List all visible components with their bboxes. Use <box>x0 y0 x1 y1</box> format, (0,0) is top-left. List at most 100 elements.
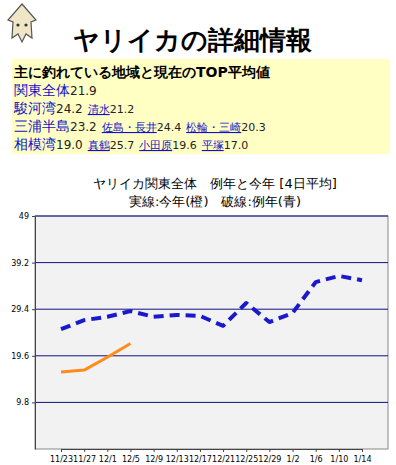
y-tick-label: 19.6 <box>11 352 29 361</box>
y-tick: 19.6 <box>11 352 35 361</box>
chart-title: ヤリイカ関東全体 例年と今年 [4日平均] <box>93 176 337 191</box>
x-axis: 11/2311/2712/112/512/912/1312/1712/2112/… <box>50 449 372 464</box>
region-value: 21.9 <box>70 84 97 98</box>
summary-heading: 主に釣れている地域と現在のTOP平均値 <box>13 64 270 80</box>
region-row: 相模湾19.0 真鶴25.7 小田原19.6 平塚17.0 <box>14 136 248 152</box>
x-tick-label: 12/17 <box>189 455 212 464</box>
summary-box <box>12 59 390 154</box>
x-tick: 12/21 <box>212 449 235 464</box>
y-tick-label: 29.4 <box>11 305 29 314</box>
x-tick-mark <box>154 449 155 452</box>
x-tick-label: 12/21 <box>212 455 235 464</box>
icon-eye <box>24 23 27 26</box>
area-value: 21.2 <box>110 103 135 116</box>
x-tick-mark <box>362 449 363 452</box>
region-row: 駿河湾24.2 清水21.2 <box>13 100 134 116</box>
x-tick: 12/1 <box>99 449 117 464</box>
y-axis-line <box>35 217 36 450</box>
grid-line <box>35 309 388 310</box>
x-tick-label: 1/10 <box>330 455 348 464</box>
region-value: 19.0 <box>56 138 83 152</box>
y-tick-mark <box>32 216 35 217</box>
x-tick-label: 11/27 <box>73 455 96 464</box>
x-tick-label: 11/23 <box>50 455 73 464</box>
x-tick: 1/14 <box>354 449 372 464</box>
x-tick-label: 1/6 <box>310 455 323 464</box>
plot-frame <box>35 216 388 449</box>
icon <box>8 4 36 42</box>
x-tick: 12/13 <box>166 449 189 464</box>
x-tick-mark <box>316 449 317 452</box>
x-tick-label: 12/1 <box>99 455 117 464</box>
region-row: 三浦半島23.2佐島・長井24.4松輪・三崎20.3 <box>14 118 266 134</box>
region-row: 関東全体21.9 <box>14 82 97 98</box>
x-tick-mark <box>200 449 201 452</box>
grid-line <box>35 216 388 217</box>
y-tick: 49 <box>19 212 35 221</box>
region-name: 三浦半島 <box>14 118 70 134</box>
area-value: 19.6 <box>172 139 197 152</box>
x-tick: 12/5 <box>122 449 140 464</box>
y-tick-label: 9.8 <box>16 398 29 407</box>
x-tick-mark <box>61 449 62 452</box>
x-tick: 12/9 <box>145 449 163 464</box>
x-tick: 1/10 <box>330 449 348 464</box>
area-name: 小田原 <box>139 139 172 152</box>
grid-line <box>35 402 388 403</box>
area-value: 25.7 <box>110 139 135 152</box>
x-tick-mark <box>246 449 247 452</box>
x-tick-mark <box>177 449 178 452</box>
x-tick: 12/29 <box>258 449 281 464</box>
x-tick-label: 1/2 <box>287 455 300 464</box>
x-tick: 1/6 <box>310 449 323 464</box>
y-tick-label: 39.2 <box>11 259 29 268</box>
region-name: 相模湾 <box>14 136 56 152</box>
x-tick-mark <box>107 449 108 452</box>
y-tick-mark <box>32 309 35 310</box>
y-axis: 9.8 19.6 29.4 39.2 49 <box>11 212 35 449</box>
x-tick-label: 12/9 <box>145 455 163 464</box>
grid-line <box>35 355 388 356</box>
x-tick: 12/25 <box>235 449 258 464</box>
x-tick-label: 1/14 <box>354 455 372 464</box>
series-group <box>61 276 362 372</box>
x-tick-label: 12/13 <box>166 455 189 464</box>
icon-body <box>8 4 36 42</box>
page: ヤリイカの詳細情報主に釣れている地域と現在のTOP平均値関東全体21.9駿河湾2… <box>0 0 396 465</box>
y-tick: 39.2 <box>11 259 35 268</box>
x-tick: 12/17 <box>189 449 212 464</box>
x-tick-label: 12/25 <box>235 455 258 464</box>
area-value: 24.4 <box>157 121 182 134</box>
x-tick-label: 12/5 <box>122 455 140 464</box>
region-name: 関東全体 <box>14 82 70 98</box>
x-tick-mark <box>130 449 131 452</box>
y-tick: 9.8 <box>16 398 35 407</box>
icon-eye <box>16 23 19 26</box>
region-value: 23.2 <box>70 120 97 134</box>
y-tick-mark <box>32 356 35 357</box>
y-tick-label: 49 <box>19 212 29 221</box>
x-tick-mark <box>269 449 270 452</box>
x-tick: 11/27 <box>73 449 96 464</box>
page-title: ヤリイカの詳細情報 <box>73 25 312 55</box>
area-name: 清水 <box>88 103 110 116</box>
series-line <box>61 343 130 372</box>
x-tick: 11/23 <box>50 449 73 464</box>
x-tick-mark <box>293 449 294 452</box>
x-tick-mark <box>223 449 224 452</box>
y-tick: 29.4 <box>11 305 35 314</box>
series-line <box>61 276 362 329</box>
y-tick-mark <box>32 402 35 403</box>
x-axis-line <box>62 449 363 450</box>
chart-subtitle: 実線:今年(橙) 破線:例年(青) <box>129 194 301 209</box>
x-tick: 1/2 <box>287 449 300 464</box>
area-name: 真鶴 <box>88 139 110 152</box>
region-name: 駿河湾 <box>13 100 56 116</box>
area-value: 17.0 <box>224 139 249 152</box>
region-value: 24.2 <box>56 102 83 116</box>
y-tick-mark <box>32 263 35 264</box>
area-value: 20.3 <box>241 121 266 134</box>
x-tick-label: 12/29 <box>258 455 281 464</box>
grid-line <box>35 262 388 263</box>
area-name: 平塚 <box>202 139 224 152</box>
